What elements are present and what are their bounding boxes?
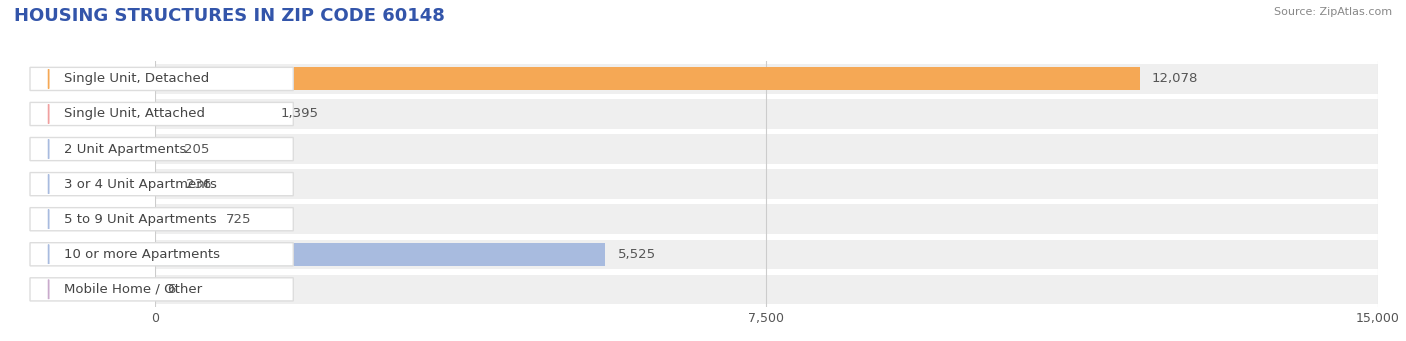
Bar xyxy=(155,99,1378,129)
FancyBboxPatch shape xyxy=(30,243,294,266)
Text: 1,395: 1,395 xyxy=(281,107,319,120)
Text: 10 or more Apartments: 10 or more Apartments xyxy=(65,248,219,261)
FancyBboxPatch shape xyxy=(30,102,294,125)
Bar xyxy=(155,169,1378,199)
Text: HOUSING STRUCTURES IN ZIP CODE 60148: HOUSING STRUCTURES IN ZIP CODE 60148 xyxy=(14,7,444,25)
Text: 3 or 4 Unit Apartments: 3 or 4 Unit Apartments xyxy=(65,178,217,191)
Text: 236: 236 xyxy=(186,178,211,191)
Bar xyxy=(155,134,1378,164)
Bar xyxy=(155,208,214,231)
Text: 5 to 9 Unit Apartments: 5 to 9 Unit Apartments xyxy=(65,213,217,226)
Bar xyxy=(155,275,1378,304)
Text: Mobile Home / Other: Mobile Home / Other xyxy=(65,283,202,296)
Text: 5,525: 5,525 xyxy=(617,248,655,261)
Text: 2 Unit Apartments: 2 Unit Apartments xyxy=(65,143,187,155)
Bar xyxy=(155,173,174,196)
FancyBboxPatch shape xyxy=(30,67,294,90)
Text: Single Unit, Detached: Single Unit, Detached xyxy=(65,72,209,85)
FancyBboxPatch shape xyxy=(30,208,294,231)
Bar xyxy=(155,240,1378,269)
Text: 205: 205 xyxy=(184,143,209,155)
Text: Source: ZipAtlas.com: Source: ZipAtlas.com xyxy=(1274,7,1392,17)
Bar xyxy=(155,137,172,161)
Bar xyxy=(155,67,1140,90)
Bar xyxy=(155,205,1378,234)
Bar xyxy=(155,243,605,266)
Text: Single Unit, Attached: Single Unit, Attached xyxy=(65,107,205,120)
FancyBboxPatch shape xyxy=(30,278,294,301)
Text: 725: 725 xyxy=(226,213,252,226)
FancyBboxPatch shape xyxy=(30,173,294,196)
Bar xyxy=(155,102,269,125)
Bar xyxy=(155,64,1378,94)
Text: 6: 6 xyxy=(167,283,176,296)
Text: 12,078: 12,078 xyxy=(1152,72,1198,85)
FancyBboxPatch shape xyxy=(30,137,294,161)
